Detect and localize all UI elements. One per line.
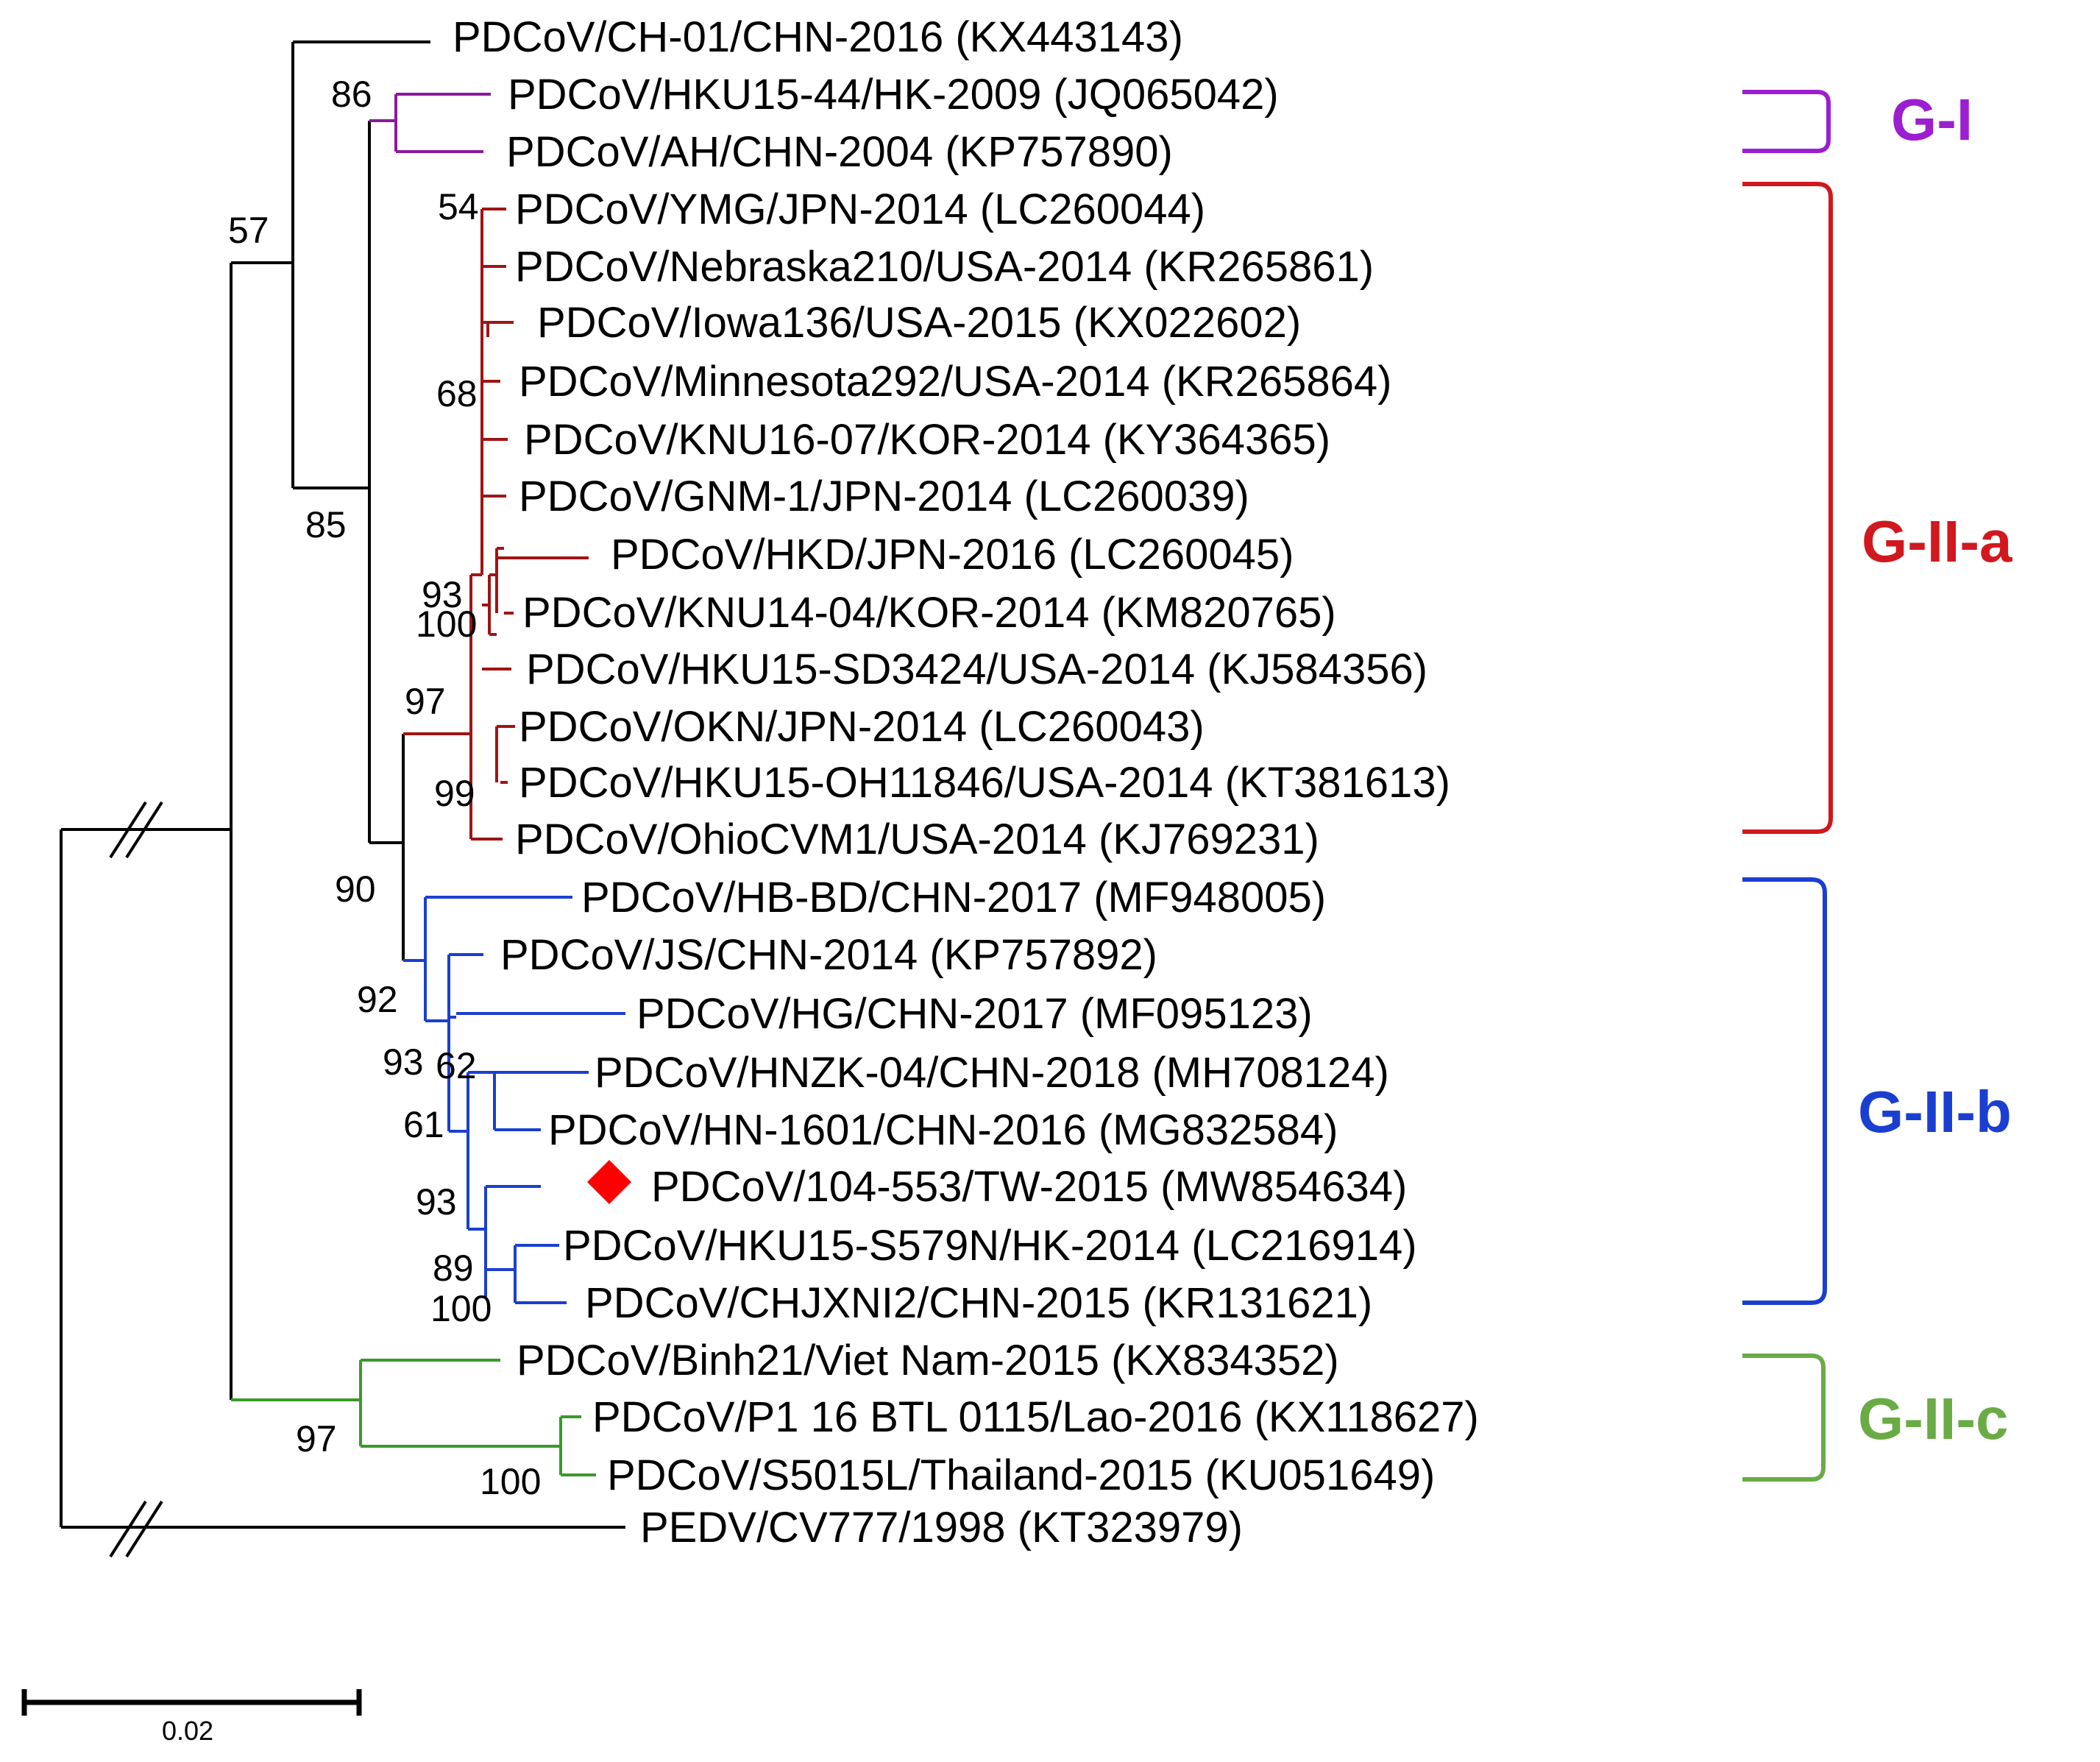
taxon-label: PDCoV/HN-1601/CHN-2016 (MG832584) (548, 1106, 1338, 1154)
bootstrap-value: 68 (436, 373, 478, 414)
taxon-label: PDCoV/KNU16-07/KOR-2014 (KY364365) (524, 416, 1330, 464)
bracket-g1 (1742, 90, 1831, 153)
taxon-label: PDCoV/Iowa136/USA-2015 (KX022602) (537, 299, 1301, 347)
taxon-label: PDCoV/HKU15-OH11846/USA-2014 (KT381613) (519, 759, 1450, 807)
bootstrap-values: 86 57 54 68 85 93 100 97 99 90 92 93 62 … (228, 74, 541, 1502)
taxon-label: PDCoV/104-553/TW-2015 (MW854634) (651, 1163, 1407, 1211)
taxon-label: PDCoV/HNZK-04/CHN-2018 (MH708124) (595, 1049, 1389, 1097)
taxon-label: PDCoV/HB-BD/CHN-2017 (MF948005) (581, 874, 1326, 921)
taxon-label: PDCoV/GNM-1/JPN-2014 (LC260039) (519, 473, 1249, 520)
taxon-label: PDCoV/S5015L/Thailand-2015 (KU051649) (607, 1451, 1435, 1499)
branches-g1 (369, 93, 491, 153)
bracket-g2b (1742, 877, 1827, 1305)
taxon-label: PDCoV/YMG/JPN-2014 (LC260044) (515, 185, 1205, 233)
taxon-labels: PDCoV/CH-01/CHN-2016 (KX443143) PDCoV/HK… (453, 13, 1479, 1552)
branches-g2c (231, 1359, 596, 1476)
bootstrap-value: 54 (438, 186, 479, 227)
branches-g2a (403, 208, 589, 841)
branches-black (60, 40, 625, 1558)
bootstrap-value: 100 (416, 604, 477, 645)
taxon-label: PDCoV/OKN/JPN-2014 (LC260043) (519, 703, 1205, 751)
bootstrap-value: 100 (430, 1288, 492, 1329)
taxon-label: PDCoV/JS/CHN-2014 (KP757892) (500, 931, 1157, 979)
taxon-label: PDCoV/HG/CHN-2017 (MF095123) (636, 990, 1313, 1038)
bootstrap-value: 90 (335, 868, 376, 910)
scale-bar: 0.02 (21, 1689, 362, 1746)
bootstrap-value: 93 (416, 1181, 457, 1223)
taxon-label: PDCoV/HKU15-SD3424/USA-2014 (KJ584356) (526, 645, 1427, 693)
bootstrap-value: 100 (480, 1461, 541, 1502)
bootstrap-value: 62 (436, 1045, 477, 1086)
bootstrap-value: 93 (422, 574, 463, 615)
taxon-label: PDCoV/CHJXNI2/CHN-2015 (KR131621) (585, 1279, 1372, 1327)
taxon-label: PDCoV/P1 16 BTL 0115/Lao-2016 (KX118627) (592, 1393, 1479, 1441)
taxon-label: PDCoV/CH-01/CHN-2016 (KX443143) (453, 13, 1183, 61)
bootstrap-value: 92 (357, 979, 398, 1020)
bootstrap-value: 89 (433, 1248, 474, 1289)
bootstrap-value: 85 (305, 504, 347, 545)
highlight-diamond-icon (587, 1160, 631, 1204)
scale-bar-label: 0.02 (162, 1716, 213, 1746)
bootstrap-value: 99 (434, 773, 475, 814)
group-label-g2b: G-II-b (1858, 1079, 2012, 1144)
taxon-label: PDCoV/OhioCVM1/USA-2014 (KJ769231) (515, 815, 1319, 863)
group-labels: G-I G-II-a G-II-b G-II-c (1858, 87, 2012, 1451)
taxon-label: PDCoV/HKU15-44/HK-2009 (JQ065042) (508, 71, 1279, 118)
taxon-label: PDCoV/AH/CHN-2004 (KP757890) (506, 128, 1173, 176)
branches-g2b (403, 896, 625, 1304)
group-label-g1: G-I (1891, 87, 1973, 152)
bootstrap-value: 61 (403, 1104, 444, 1145)
bootstrap-value: 57 (228, 210, 269, 251)
taxon-label: PDCoV/Minnesota292/USA-2014 (KR265864) (519, 358, 1391, 406)
taxon-label: PEDV/CV777/1998 (KT323979) (640, 1504, 1243, 1552)
group-label-g2c: G-II-c (1858, 1386, 2008, 1451)
taxon-label: PDCoV/HKD/JPN-2016 (LC260045) (611, 531, 1294, 579)
bootstrap-value: 86 (331, 74, 372, 115)
taxon-label: PDCoV/Binh21/Viet Nam-2015 (KX834352) (517, 1337, 1339, 1384)
bracket-g2c (1742, 1354, 1826, 1482)
taxon-label: PDCoV/KNU14-04/KOR-2014 (KM820765) (522, 589, 1336, 637)
bootstrap-value: 93 (383, 1041, 424, 1083)
taxon-label: PDCoV/Nebraska210/USA-2014 (KR265861) (515, 243, 1374, 291)
group-label-g2a: G-II-a (1862, 509, 2012, 574)
bootstrap-value: 97 (405, 681, 446, 722)
group-brackets (1742, 90, 1833, 1482)
bootstrap-value: 97 (296, 1418, 337, 1460)
taxon-label: PDCoV/HKU15-S579N/HK-2014 (LC216914) (563, 1222, 1417, 1270)
bracket-g2a (1742, 182, 1833, 834)
